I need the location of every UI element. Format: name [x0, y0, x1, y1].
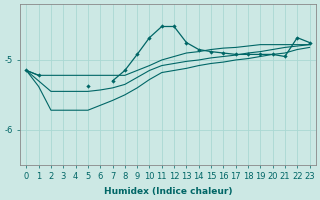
X-axis label: Humidex (Indice chaleur): Humidex (Indice chaleur) [104, 187, 232, 196]
